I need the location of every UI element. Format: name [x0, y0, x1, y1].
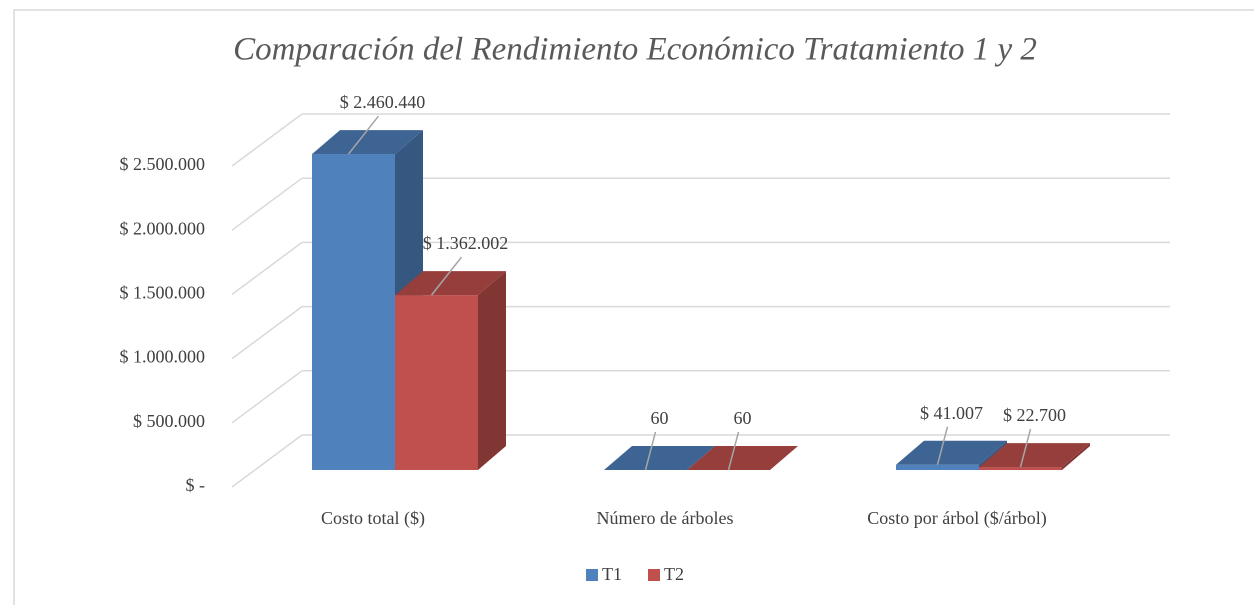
leader-line	[1019, 428, 1032, 468]
bar-front	[395, 295, 478, 470]
grid-line	[231, 434, 303, 488]
bar-top	[687, 445, 798, 470]
x-tick-label: Costo total ($)	[321, 508, 425, 529]
leader-line	[936, 426, 949, 465]
y-tick-label: $ 500.000	[133, 411, 205, 431]
legend-swatch	[586, 569, 598, 581]
bar-side	[1062, 443, 1090, 470]
data-label: $ 1.362.002	[423, 233, 509, 253]
data-label: 60	[651, 408, 669, 428]
bar-side	[478, 271, 506, 470]
legend-swatch	[648, 569, 660, 581]
grid-line	[231, 305, 303, 360]
bar-front	[979, 467, 1062, 470]
leader-line	[644, 431, 657, 471]
bar-top	[896, 440, 1007, 465]
data-label: $ 2.460.440	[340, 92, 426, 112]
grid-line	[231, 241, 303, 296]
grid-line	[231, 370, 303, 424]
data-label: $ 41.007	[920, 403, 983, 423]
y-tick-label: $ 1.500.000	[120, 283, 206, 303]
bar-front	[312, 154, 395, 470]
grid-line	[231, 177, 303, 231]
bar-side	[770, 445, 798, 470]
bar-top	[979, 443, 1090, 468]
x-tick-label: Costo por árbol ($/árbol)	[867, 508, 1046, 529]
legend-label: T2	[664, 564, 684, 584]
y-tick-label: $ -	[186, 475, 206, 495]
bar-top	[395, 271, 506, 296]
chart-title: Comparación del Rendimiento Económico Tr…	[233, 32, 1037, 68]
x-tick-label: Número de árboles	[597, 508, 734, 528]
y-tick-label: $ 2.000.000	[120, 218, 206, 238]
bar-front	[896, 464, 979, 470]
grid-line	[231, 113, 303, 167]
chart-border	[13, 9, 1254, 605]
y-tick-label: $ 2.500.000	[120, 154, 206, 174]
bar-top	[312, 130, 423, 155]
legend-label: T1	[602, 564, 622, 584]
data-label: $ 22.700	[1003, 405, 1066, 425]
leader-line	[430, 256, 463, 296]
y-tick-label: $ 1.000.000	[120, 347, 206, 367]
leader-line	[727, 431, 740, 471]
data-label: 60	[734, 408, 752, 428]
leader-line	[347, 115, 380, 155]
bar-top	[604, 445, 715, 470]
